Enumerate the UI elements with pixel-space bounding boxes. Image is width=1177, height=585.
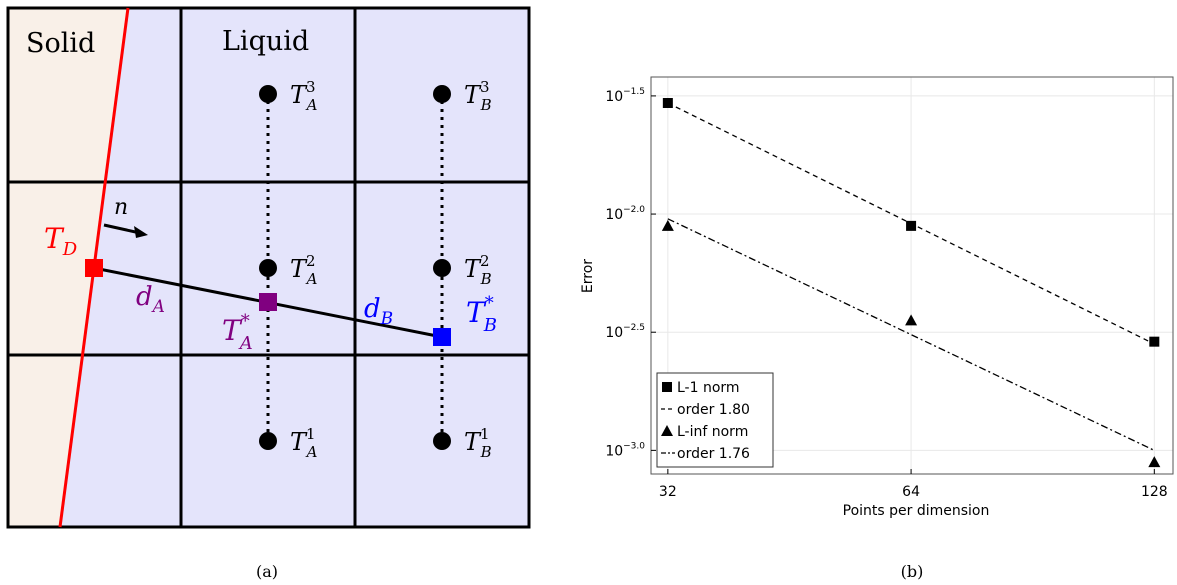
normal-label: n	[114, 195, 128, 220]
chart-grid	[651, 77, 1173, 474]
point-a1	[259, 432, 277, 450]
normal-arrow	[103, 223, 141, 235]
caption-b: (b)	[901, 562, 924, 581]
chart-b: 32 64 128 10−1.5 10−2.0 10−2.5 10−3.0 Points p…	[580, 76, 1174, 581]
label-b3: T3 B	[464, 78, 492, 114]
ta-star-square	[259, 293, 277, 311]
da-label: dA	[136, 282, 165, 317]
plot-frame	[650, 76, 1174, 475]
legend-square-icon	[662, 382, 672, 392]
point-b2	[433, 259, 451, 277]
db-label: dB	[364, 294, 393, 329]
x-axis-label: Points per dimension	[843, 503, 990, 519]
label-b1: T1 B	[464, 425, 492, 461]
ta-star-label: T* A	[222, 311, 253, 354]
label-b2: T2 B	[464, 252, 492, 288]
legend-label: L-inf norm	[677, 424, 748, 440]
legend-label: order 1.76	[677, 446, 750, 462]
y-axis-label: Error	[580, 259, 596, 293]
point-a3	[259, 85, 277, 103]
diagram-a: Solid Liquid n T3 A T2 A T1 A T3 B T2 B T1 B	[6, 6, 531, 581]
tb-star-square	[433, 328, 451, 346]
legend-triangle-icon	[661, 425, 673, 436]
y-tick-label: 10−2.5	[605, 323, 645, 341]
normal-arrow-head	[134, 226, 148, 238]
liquid-label: Liquid	[222, 26, 309, 57]
x-tick-label: 64	[902, 484, 920, 500]
chart-markers	[661, 97, 1161, 468]
tb-star-label: T* B	[466, 293, 497, 336]
legend-label: L-1 norm	[677, 380, 740, 396]
legend: L-1 norm order 1.80 L-inf norm order 1.76	[656, 372, 774, 468]
legend-label: order 1.80	[677, 402, 750, 418]
label-a1: T1 A	[290, 425, 318, 461]
caption-a: (a)	[256, 562, 278, 581]
point-b3	[433, 85, 451, 103]
marker-triangle-1	[905, 314, 918, 326]
solid-region	[8, 8, 128, 527]
label-a2: T2 A	[290, 252, 318, 288]
solid-label: Solid	[26, 28, 95, 59]
grid-points	[259, 85, 451, 450]
point-b1	[433, 432, 451, 450]
td-label: TD	[44, 222, 78, 260]
marker-square-2	[1149, 336, 1160, 347]
y-tick-label: 10−2.0	[605, 205, 645, 223]
y-tick-label: 10−3.0	[605, 441, 645, 459]
x-tick-label: 128	[1141, 484, 1168, 500]
legend-box	[656, 372, 774, 468]
y-tick-label: 10−1.5	[605, 87, 645, 105]
chart-ticks: 32 64 128 10−1.5 10−2.0 10−2.5 10−3.0	[605, 87, 1167, 500]
marker-square-1	[906, 220, 917, 231]
x-tick-label: 32	[659, 484, 677, 500]
td-square	[85, 259, 103, 277]
point-a2	[259, 259, 277, 277]
marker-square-0	[662, 97, 673, 108]
label-a3: T3 A	[290, 78, 318, 114]
marker-triangle-0	[661, 219, 674, 231]
marker-triangle-2	[1148, 456, 1161, 468]
